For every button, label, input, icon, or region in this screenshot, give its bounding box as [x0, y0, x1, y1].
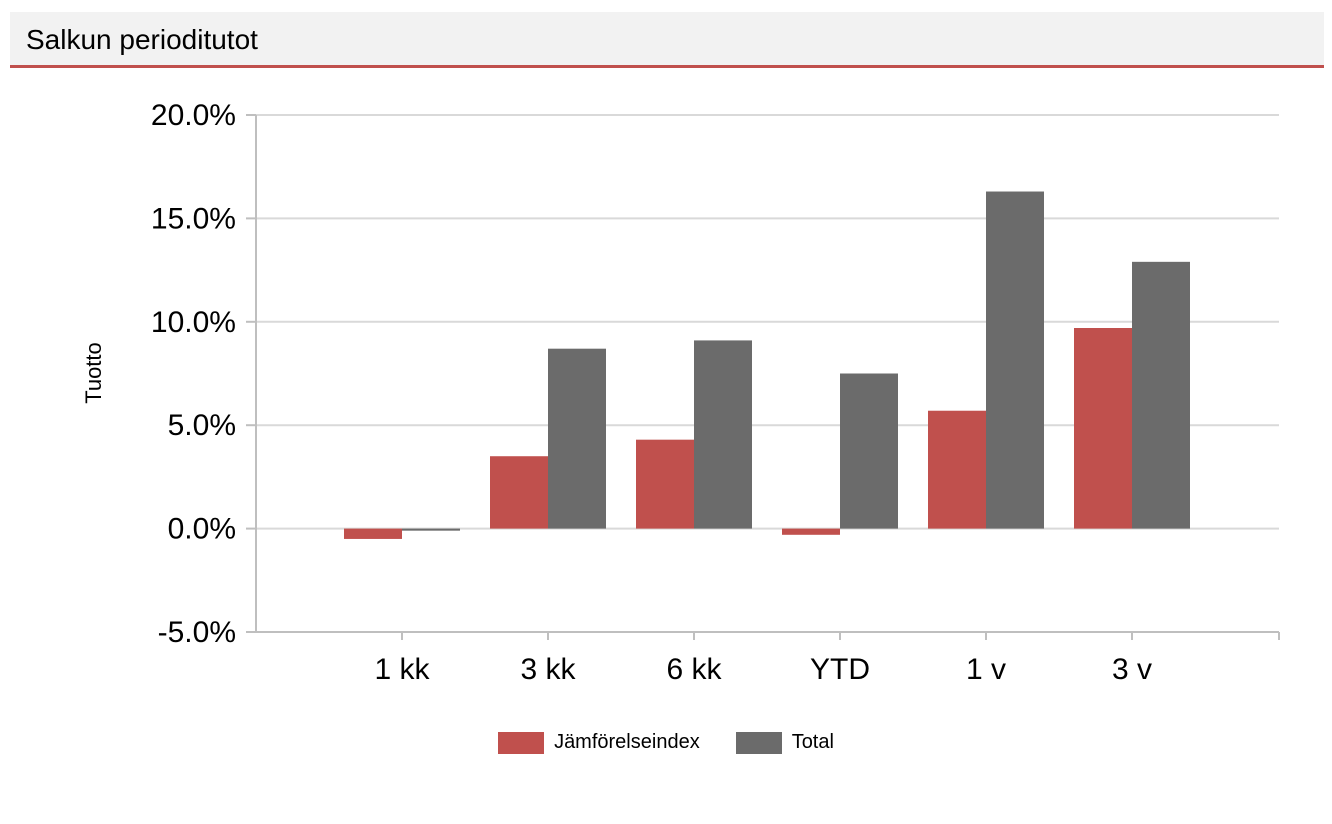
legend-swatch-index — [498, 731, 545, 754]
bar-jamforelseindex — [928, 410, 986, 529]
bar-jamforelseindex — [490, 456, 548, 529]
bar-total — [1132, 261, 1190, 529]
panel-title: Salkun perioditutot — [26, 24, 258, 55]
y-tick-label: 0.0% — [168, 513, 236, 546]
y-tick-label: 20.0% — [151, 99, 236, 132]
x-tick-label: 3 v — [1112, 653, 1152, 686]
legend-label-total: Total — [791, 731, 834, 753]
legend-label-index: Jämförelseindex — [554, 731, 700, 753]
panel-header: Salkun perioditutot — [10, 12, 1324, 68]
y-tick-label: 5.0% — [168, 409, 236, 442]
bar-total — [548, 348, 606, 529]
y-tick-label: 10.0% — [151, 306, 236, 339]
chart-legend: Jämförelseindex Total — [0, 731, 1332, 754]
bar-jamforelseindex — [782, 528, 840, 535]
bar-total — [986, 191, 1044, 529]
bar-total — [840, 373, 898, 529]
legend-item-index: Jämförelseindex — [498, 731, 700, 754]
y-axis-label: Tuotto — [81, 342, 106, 404]
x-tick-label: 1 kk — [374, 653, 430, 686]
bar-jamforelseindex — [344, 528, 402, 539]
legend-swatch-total — [735, 731, 782, 754]
bar-total — [402, 528, 460, 531]
bar-total — [694, 340, 752, 529]
legend-item-total: Total — [735, 731, 834, 754]
bar-jamforelseindex — [1074, 328, 1132, 529]
y-tick-label: -5.0% — [158, 616, 236, 649]
x-tick-label: YTD — [810, 653, 870, 686]
y-tick-label: 15.0% — [151, 202, 236, 235]
x-tick-label: 1 v — [966, 653, 1006, 686]
x-tick-label: 3 kk — [520, 653, 576, 686]
bar-jamforelseindex — [636, 439, 694, 529]
x-tick-label: 6 kk — [666, 653, 722, 686]
